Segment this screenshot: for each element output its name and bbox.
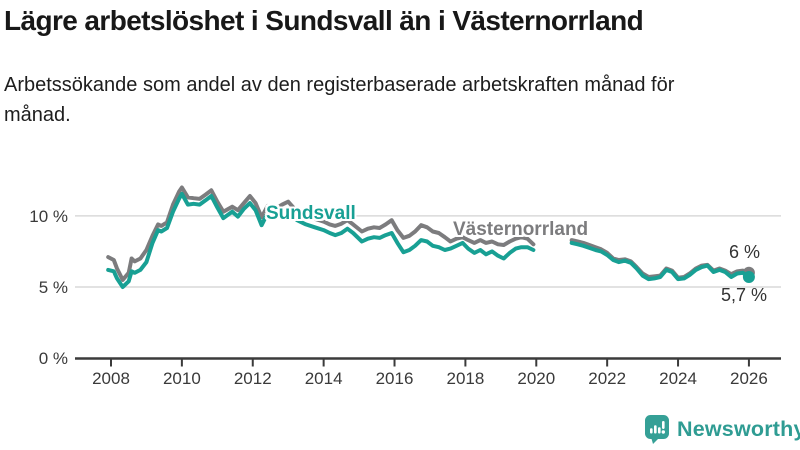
- end-value-vasternorrland: 6 %: [729, 242, 761, 262]
- series-line-sundsvall: [106, 191, 536, 289]
- x-tick-label: 2012: [234, 369, 272, 388]
- x-tick-label: 2016: [376, 369, 414, 388]
- x-tick-label: 2024: [659, 369, 697, 388]
- series-label-vasternorrland: Västernorrland: [453, 219, 589, 240]
- x-tick-label: 2014: [305, 369, 343, 388]
- x-tick-label: 2026: [730, 369, 768, 388]
- end-dot-sundsvall: [742, 271, 755, 283]
- page-title: Lägre arbetslöshet i Sundsvall än i Väst…: [4, 5, 644, 36]
- newsworthy-logo: Newsworthy: [644, 414, 800, 444]
- x-tick-label: 2010: [163, 369, 201, 388]
- x-tick-label: 2020: [517, 369, 555, 388]
- chart-subtitle: Arbetssökande som andel av den registerb…: [4, 74, 675, 126]
- y-tick-label: 10 %: [29, 207, 68, 226]
- series-label-sundsvall: Sundsvall: [266, 203, 356, 224]
- x-tick-label: 2018: [446, 369, 484, 388]
- y-tick-label: 5 %: [39, 278, 68, 297]
- series-line-sundsvall: [569, 240, 751, 282]
- end-value-sundsvall: 5,7 %: [721, 285, 768, 305]
- y-tick-label: 0 %: [39, 349, 68, 368]
- newsworthy-wordmark: Newsworthy: [677, 416, 800, 441]
- newsworthy-bars-icon: [645, 415, 669, 444]
- x-tick-label: 2022: [588, 369, 626, 388]
- series-line-vsternorrland: [106, 185, 536, 282]
- x-tick-label: 2008: [92, 369, 130, 388]
